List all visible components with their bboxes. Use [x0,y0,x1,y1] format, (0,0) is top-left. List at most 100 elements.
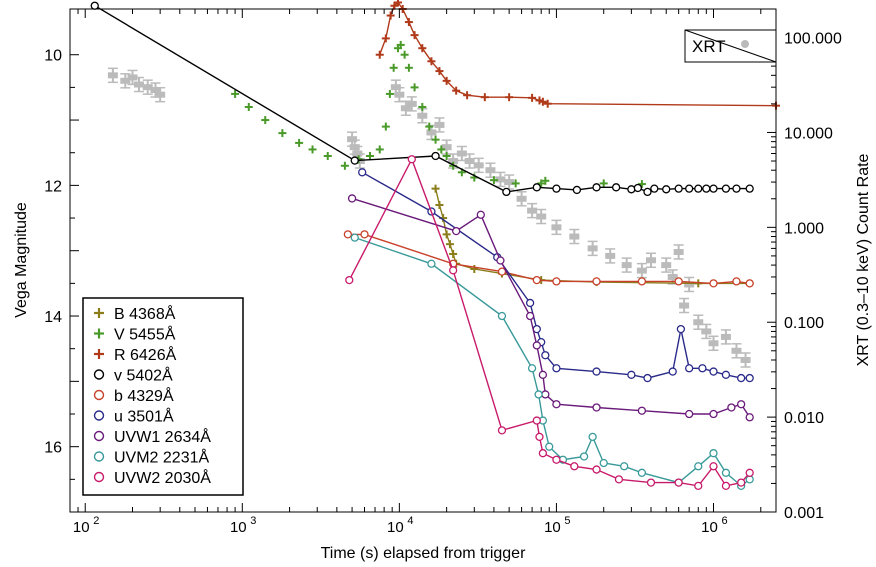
circle-marker [592,367,601,376]
circle-marker [90,1,99,10]
circle-marker [535,432,544,442]
xrt-point [120,77,131,84]
xrt-point [720,333,731,340]
circle-marker [347,194,357,203]
circle-marker [532,416,541,425]
circle-marker [431,151,440,161]
y-left-tick-label: 14 [44,309,62,326]
circle-marker [721,468,731,477]
xrt-point [400,105,411,112]
xrt-point [605,252,616,259]
circle-marker [698,364,707,373]
circle-marker [702,184,711,193]
circle-marker [745,279,754,288]
circle-marker [637,406,647,415]
xrt-point [150,87,161,94]
xrt-point [473,162,484,169]
x-tick-label: 10 [701,519,718,536]
circle-marker [358,168,367,177]
circle-marker [592,403,601,412]
circle-marker [620,462,629,471]
x-axis-label: Time (s) elapsed from trigger [321,545,526,562]
legend-label: UVW2 2030Å [114,468,211,487]
circle-marker [674,277,683,286]
xrt-point [679,302,690,309]
circle-marker [737,400,746,409]
legend-label: V 5455Å [114,325,176,344]
circle-marker [579,452,589,461]
legend-circle-marker [93,410,105,421]
circle-marker [552,400,561,409]
xrt-point [495,176,506,183]
circle-marker [643,187,652,197]
series-line [347,233,750,285]
axes-layer: 10 2 10 3 10 4 10 5 10 610121416100.00010.0001.00… [44,8,842,536]
circle-marker [592,183,601,192]
circle-marker [676,324,686,334]
circle-marker [614,475,624,484]
legend-circle-marker [93,369,105,380]
legend-circle-marker [93,430,105,442]
circle-marker [552,277,561,286]
circle-marker [709,279,718,288]
y-left-tick-label: 16 [44,440,62,457]
circle-marker [709,462,718,471]
xrt-point [740,356,751,363]
xrt-point [504,179,515,186]
circle-marker [592,465,601,474]
circle-marker [545,442,554,451]
x-tick-exponent: 6 [721,515,727,527]
series-line [348,157,751,487]
series-line [94,5,750,193]
xrt-point [667,273,678,280]
circle-marker [674,478,683,487]
y-right-tick-label: 0.001 [784,505,824,522]
circle-marker [650,184,659,193]
y-right-tick-label: 100.000 [784,31,842,48]
circle-marker [737,373,746,383]
xrt-point [684,281,695,288]
xrt-point [527,207,538,214]
series-line [351,197,751,418]
legend-label: B 4368Å [114,304,176,323]
legend-circle-marker [93,471,105,483]
optical-series-layer [90,0,780,491]
x-tick-exponent: 5 [564,515,570,527]
circle-marker [721,370,731,379]
circle-marker [552,364,561,373]
x-tick-exponent: 4 [407,515,413,527]
y-right-tick-label: 0.100 [784,315,824,332]
circle-marker [745,413,754,422]
circle-marker [637,277,647,286]
xrt-data-layer [107,67,751,368]
xrt-point [417,112,428,119]
circle-marker [570,462,579,471]
legend-label: u 3501Å [114,407,174,426]
circle-marker [572,185,582,195]
xrt-point [731,347,742,354]
circle-marker [627,370,636,379]
circle-marker [646,478,656,487]
circle-marker [532,183,541,192]
xrt-legend: XRT [684,29,777,63]
y-left-tick-label: 12 [44,178,62,195]
circle-marker [350,156,359,165]
xrt-point [394,91,405,98]
circle-marker [345,275,354,285]
circle-marker [497,311,507,321]
circle-marker [552,184,561,193]
circle-marker [611,183,621,192]
circle-marker [709,367,718,376]
circle-marker [407,155,416,164]
circle-marker [541,390,550,399]
series-legend-box [82,297,244,496]
circle-marker [668,367,677,376]
circle-marker [525,298,535,308]
circle-marker [709,409,718,419]
x-tick-label: 10 [544,519,561,536]
xrt-point [661,262,672,269]
xrt-legend-marker [741,40,749,48]
legend-label: R 6426Å [114,345,177,364]
